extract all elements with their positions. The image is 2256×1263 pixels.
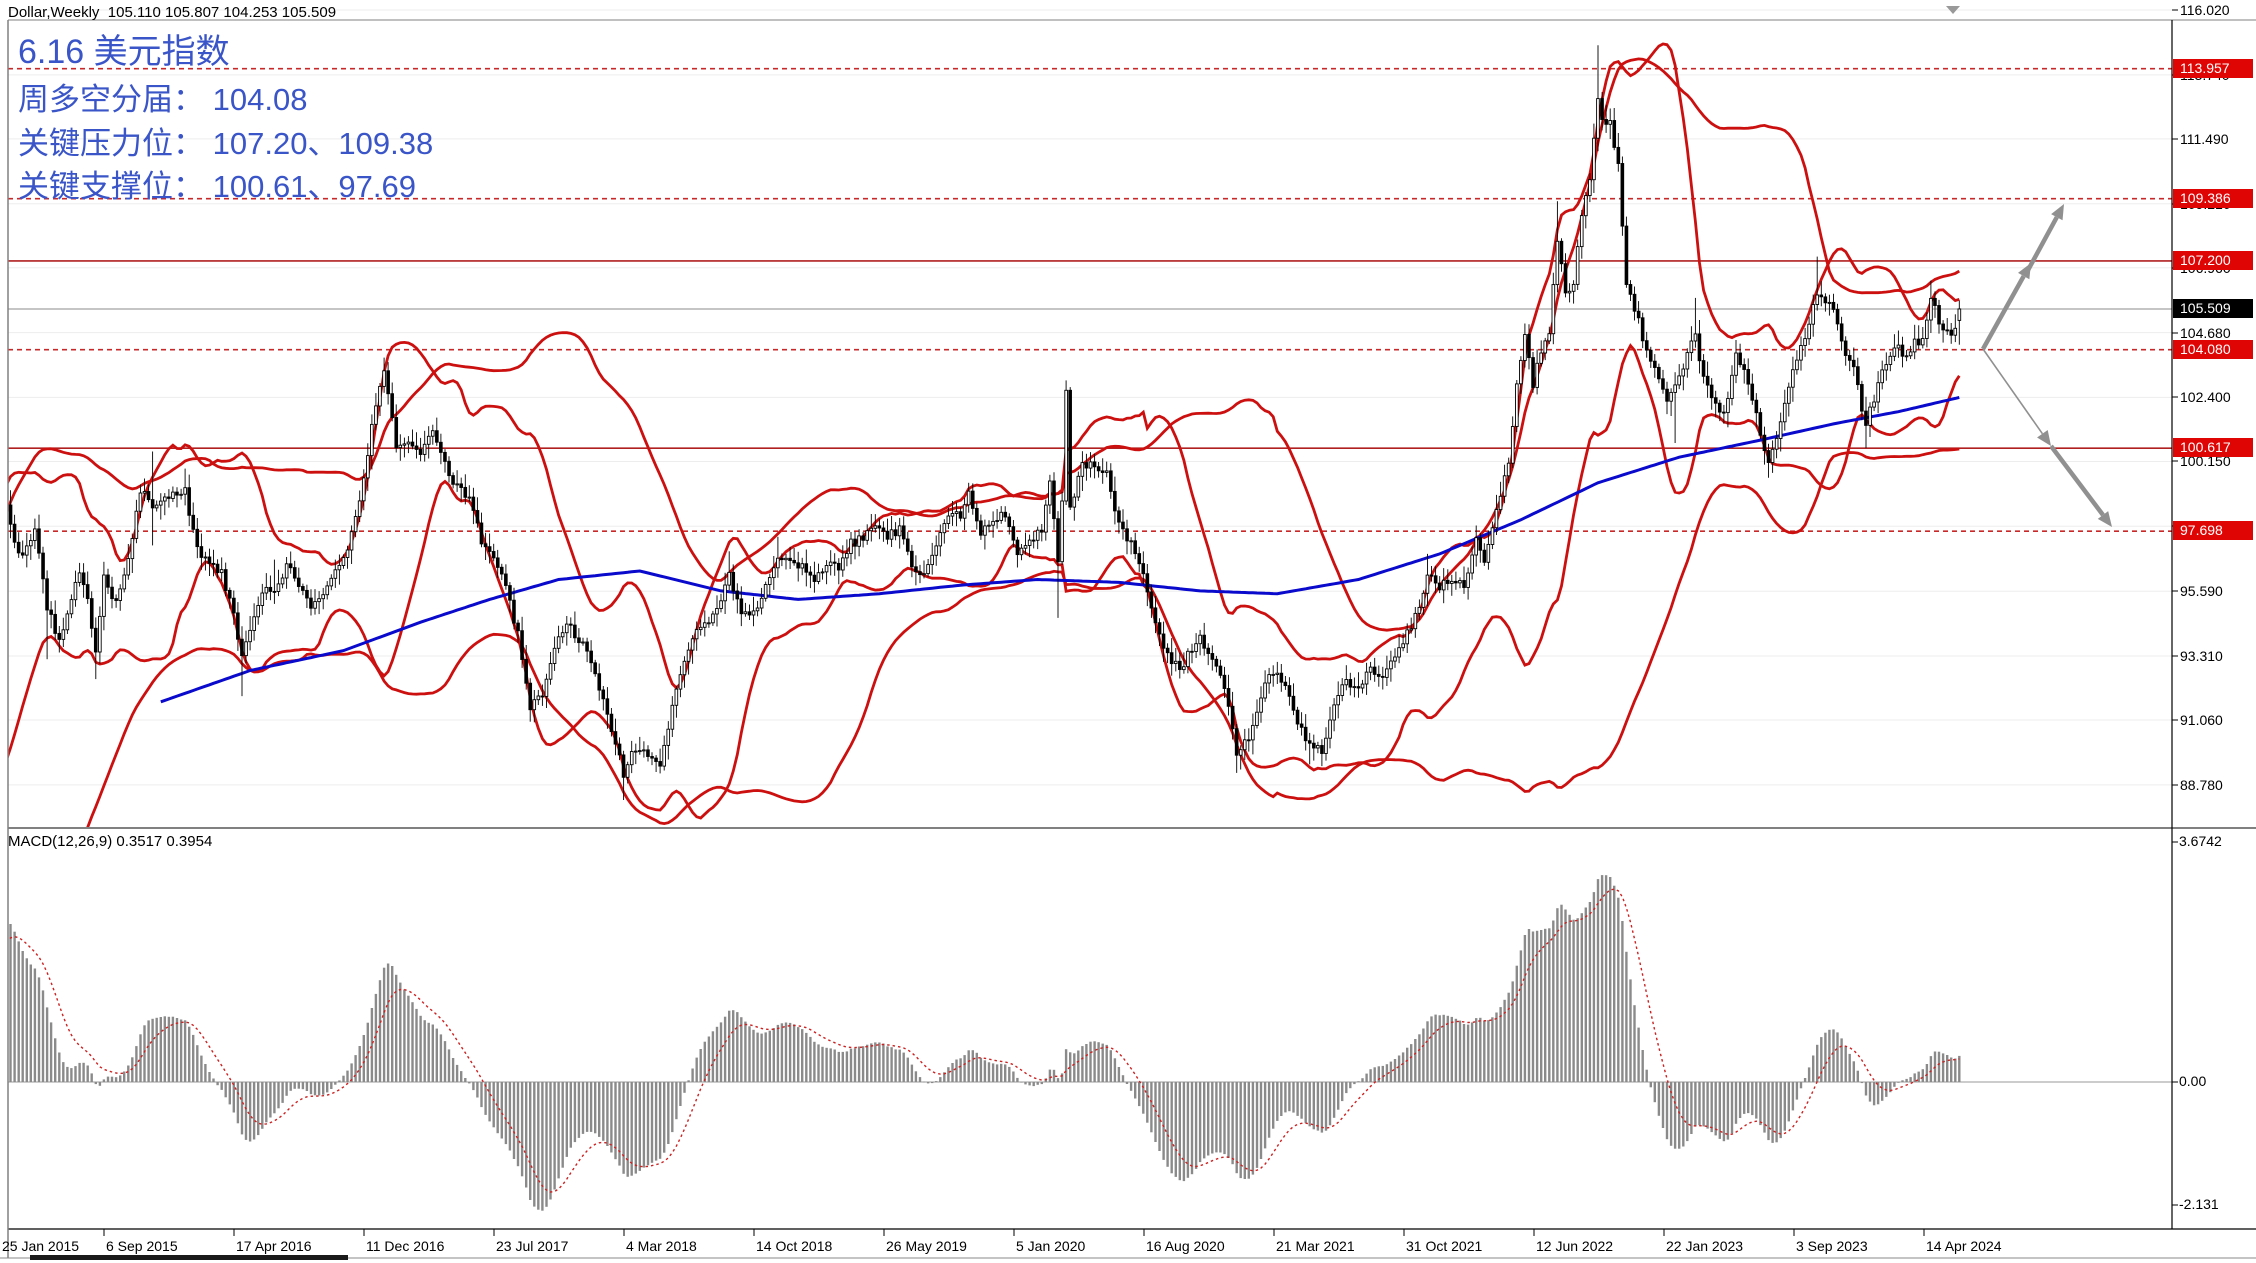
price-tick-label: 91.060 <box>2180 712 2223 728</box>
date-tick-label: 12 Jun 2022 <box>1536 1238 1614 1254</box>
annotation-title: 6.16 美元指数 <box>18 33 230 71</box>
date-tick-label: 23 Jul 2017 <box>496 1238 569 1254</box>
price-tick-label: 95.590 <box>2180 583 2223 599</box>
date-tick-label: 4 Mar 2018 <box>626 1238 697 1254</box>
date-tick-label: 31 Oct 2021 <box>1406 1238 1483 1254</box>
annotation-resistance: 关键压力位： 107.20、109.38 <box>18 126 434 161</box>
current-price-badge: 105.509 <box>2173 299 2253 318</box>
annotation-pivot: 周多空分届： 104.08 <box>18 82 308 117</box>
level-price-badge: 107.200 <box>2173 251 2253 270</box>
date-tick-label: 16 Aug 2020 <box>1146 1238 1225 1254</box>
date-tick-label: 22 Jan 2023 <box>1666 1238 1744 1254</box>
date-tick-label: 14 Apr 2024 <box>1926 1238 2002 1254</box>
level-price-badge: 100.617 <box>2173 438 2253 457</box>
annotation-support: 关键支撑位： 100.61、97.69 <box>18 169 417 204</box>
date-tick-label: 25 Jan 2015 <box>2 1238 80 1254</box>
date-tick-label: 17 Apr 2016 <box>236 1238 312 1254</box>
macd-indicator-label: MACD(12,26,9) 0.3517 0.3954 <box>8 833 213 850</box>
price-tick-label: 93.310 <box>2180 648 2223 664</box>
price-tick-label: 116.020 <box>2180 2 2230 18</box>
date-tick-label: 11 Dec 2016 <box>366 1238 445 1254</box>
level-price-badge: 97.698 <box>2173 521 2253 540</box>
macd-tick-label: 0.00 <box>2179 1073 2207 1089</box>
level-price-badge: 104.080 <box>2173 340 2253 359</box>
macd-tick-label: 3.6742 <box>2179 833 2222 849</box>
time-scrollbar[interactable] <box>30 1255 348 1260</box>
date-tick-label: 26 May 2019 <box>886 1238 967 1254</box>
macd-tick-label: -2.131 <box>2179 1196 2219 1212</box>
date-tick-label: 5 Jan 2020 <box>1016 1238 1086 1254</box>
chart-shift-icon <box>1946 6 1960 14</box>
price-tick-label: 102.400 <box>2180 389 2231 405</box>
price-tick-label: 100.150 <box>2180 453 2231 469</box>
level-price-badge: 113.957 <box>2173 59 2253 78</box>
date-tick-label: 6 Sep 2015 <box>106 1238 178 1254</box>
date-tick-label: 14 Oct 2018 <box>756 1238 833 1254</box>
price-tick-label: 111.490 <box>2180 131 2229 147</box>
level-price-badge: 109.386 <box>2173 189 2253 208</box>
date-tick-label: 21 Mar 2021 <box>1276 1238 1355 1254</box>
price-tick-label: 88.780 <box>2180 777 2223 793</box>
date-tick-label: 3 Sep 2023 <box>1796 1238 1868 1254</box>
symbol-ohlc-title: Dollar,Weekly 105.110 105.807 104.253 10… <box>8 4 337 21</box>
price-tick-label: 104.680 <box>2180 325 2231 341</box>
